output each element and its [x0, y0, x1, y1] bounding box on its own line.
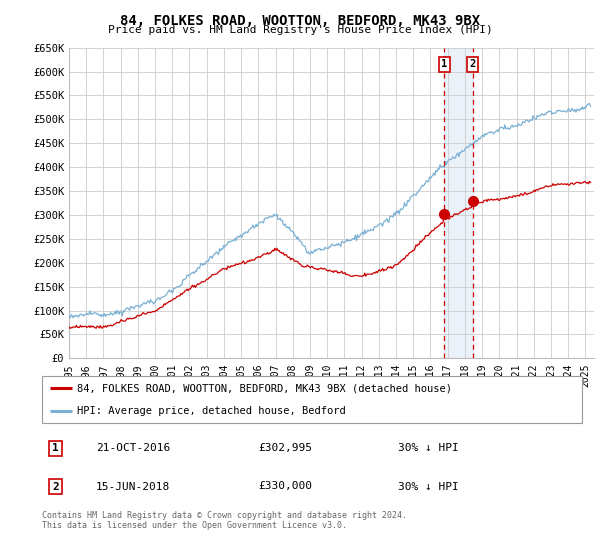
FancyBboxPatch shape — [42, 376, 582, 423]
Text: 2: 2 — [52, 482, 59, 492]
Text: 1: 1 — [441, 59, 448, 69]
Bar — [444, 48, 473, 358]
Text: 21-OCT-2016: 21-OCT-2016 — [96, 444, 170, 454]
Text: £330,000: £330,000 — [258, 482, 312, 492]
Text: 15-JUN-2018: 15-JUN-2018 — [96, 482, 170, 492]
Text: Contains HM Land Registry data © Crown copyright and database right 2024.
This d: Contains HM Land Registry data © Crown c… — [42, 511, 407, 530]
Text: 84, FOLKES ROAD, WOOTTON, BEDFORD, MK43 9BX (detached house): 84, FOLKES ROAD, WOOTTON, BEDFORD, MK43 … — [77, 384, 452, 394]
Text: 2: 2 — [470, 59, 476, 69]
Text: 84, FOLKES ROAD, WOOTTON, BEDFORD, MK43 9BX: 84, FOLKES ROAD, WOOTTON, BEDFORD, MK43 … — [120, 14, 480, 28]
Text: HPI: Average price, detached house, Bedford: HPI: Average price, detached house, Bedf… — [77, 405, 346, 416]
Text: Price paid vs. HM Land Registry's House Price Index (HPI): Price paid vs. HM Land Registry's House … — [107, 25, 493, 35]
Text: 30% ↓ HPI: 30% ↓ HPI — [398, 444, 459, 454]
Text: 30% ↓ HPI: 30% ↓ HPI — [398, 482, 459, 492]
Text: £302,995: £302,995 — [258, 444, 312, 454]
Text: 1: 1 — [52, 444, 59, 454]
